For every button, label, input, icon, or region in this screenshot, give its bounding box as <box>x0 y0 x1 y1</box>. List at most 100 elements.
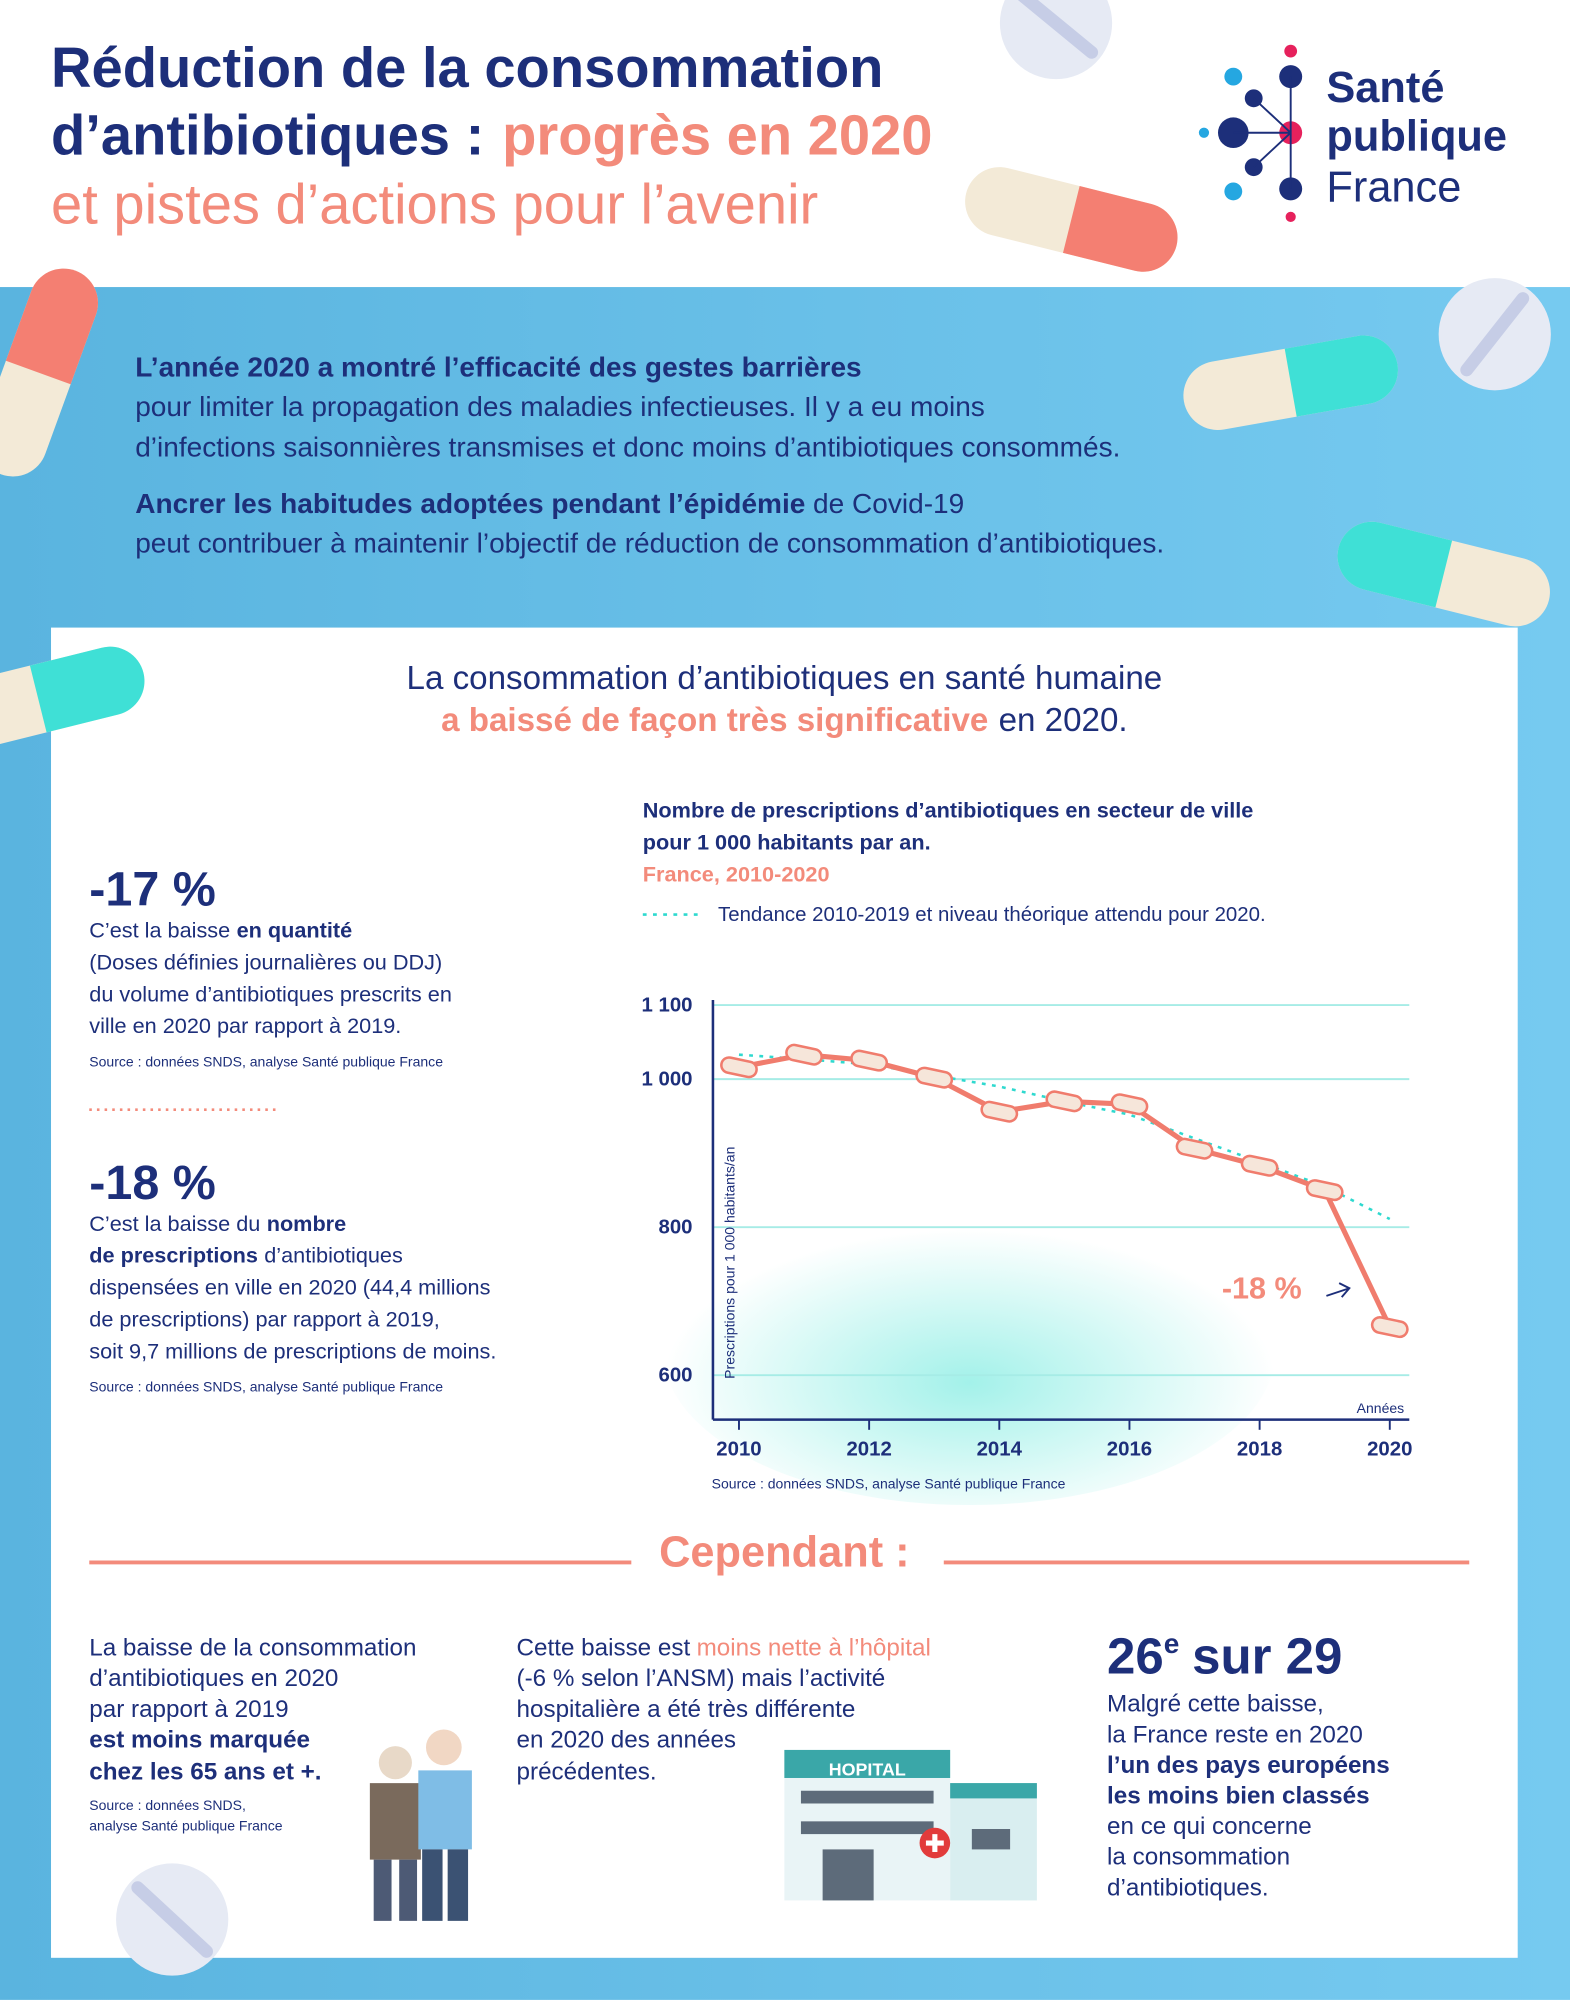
x-tick-label: 2010 <box>716 1438 761 1460</box>
hospital-illustration <box>784 1749 1037 1901</box>
x-tick-label: 2020 <box>1367 1438 1412 1460</box>
source: analyse Santé publique France <box>89 1817 282 1833</box>
chart-title: Nombre de prescriptions d’antibiotiques … <box>643 798 1254 823</box>
text-run: HOPITAL <box>829 1759 906 1779</box>
y-tick-label: 600 <box>659 1365 693 1387</box>
y-tick-label: 1 100 <box>642 994 693 1016</box>
text-run: La baisse de la consommation <box>89 1635 416 1662</box>
col-text: la France reste en 2020 <box>1107 1721 1363 1748</box>
col-text: les moins bien classés <box>1107 1782 1370 1809</box>
text-run: Réduction de la consommation <box>51 36 883 99</box>
text-run: de prescriptions <box>89 1243 258 1268</box>
text-run: d’antibiotiques <box>264 1243 403 1268</box>
text-run: l’un des pays européens <box>1107 1752 1390 1779</box>
col-text: est moins marquée <box>89 1726 310 1753</box>
y-tick-label: 800 <box>659 1217 693 1239</box>
col-text: hospitalière a été très différente <box>517 1696 856 1723</box>
text-run: nombre <box>267 1211 346 1236</box>
col-text: d’antibiotiques en 2020 <box>89 1665 338 1692</box>
seniors-illustration <box>369 1729 472 1921</box>
data-point <box>1175 1137 1214 1160</box>
decor <box>0 0 1551 1976</box>
text-run: la France reste en 2020 <box>1107 1721 1363 1748</box>
text-run: sur 29 <box>1192 1627 1342 1684</box>
data-point <box>915 1066 954 1089</box>
intro-text: peut contribuer à maintenir l’objectif d… <box>135 527 1164 558</box>
text-run: de Covid-19 <box>813 488 964 519</box>
text-run: Ancrer les habitudes adoptées pendant l’… <box>135 488 805 519</box>
text-run: Années <box>1357 1400 1405 1416</box>
intro-text: pour limiter la propagation des maladies… <box>135 391 985 422</box>
intro-text: Ancrer les habitudes adoptées pendant l’… <box>135 488 964 519</box>
legend-label: Tendance 2010-2019 et niveau théorique a… <box>718 904 1266 926</box>
text-run: pour 1 000 habitants par an. <box>643 830 931 855</box>
stat-value: -17 % <box>89 863 216 917</box>
intro-text: d’infections saisonnières transmises et … <box>135 432 1120 463</box>
text-run: France <box>1326 164 1461 212</box>
section-title: Cependant : <box>659 1528 910 1576</box>
text-run: Nombre de prescriptions d’antibiotiques … <box>643 798 1254 823</box>
text-run: -18 % <box>89 1156 216 1210</box>
text-run: La consommation d’antibiotiques en santé… <box>407 660 1163 697</box>
annotation: -18 % <box>1222 1271 1302 1305</box>
text-run: en 2020. <box>999 702 1128 739</box>
title: Réduction de la consommation <box>51 36 883 99</box>
text-run: ville en 2020 par rapport à 2019. <box>89 1013 401 1038</box>
text-run: 26 <box>1107 1627 1164 1684</box>
logo-mark <box>1198 44 1303 223</box>
stat-value: -18 % <box>89 1156 216 1210</box>
col-text: (-6 % selon l’ANSM) mais l’activité <box>517 1665 886 1692</box>
text-run: soit 9,7 millions de prescriptions de mo… <box>89 1338 496 1363</box>
col-text: en 2020 des années <box>517 1726 737 1753</box>
text-run: Cette baisse est <box>517 1635 691 1662</box>
data-point <box>1305 1179 1344 1202</box>
text-run: par rapport à 2019 <box>89 1696 288 1723</box>
text-run: L’année 2020 a montré l’efficacité des g… <box>135 351 861 382</box>
x-tick-label: 2016 <box>1107 1438 1152 1460</box>
y-axis-label: Prescriptions pour 1 000 habitants/an <box>722 1147 738 1379</box>
data-point <box>980 1100 1019 1123</box>
text-run: précédentes. <box>517 1758 657 1785</box>
text-run: Malgré cette baisse, <box>1107 1691 1324 1718</box>
chart-subtitle: France, 2010-2020 <box>643 861 830 886</box>
stat-text: de prescriptions) par rapport à 2019, <box>89 1306 440 1331</box>
text-run: analyse Santé publique France <box>89 1817 282 1833</box>
intro-text: L’année 2020 a montré l’efficacité des g… <box>135 351 861 382</box>
data-point <box>785 1043 823 1066</box>
text-run: C’est la baisse <box>89 918 230 943</box>
col-text: chez les 65 ans et +. <box>89 1758 321 1785</box>
data-point <box>850 1049 889 1072</box>
text-run: a baissé de façon très significative <box>441 702 988 739</box>
text-run: -17 % <box>89 863 216 917</box>
text-run: Source : données SNDS, <box>89 1797 246 1813</box>
col-text: par rapport à 2019 <box>89 1696 288 1723</box>
text-run: d’infections saisonnières transmises et … <box>135 432 1120 463</box>
logo-text: Santé <box>1326 64 1444 112</box>
text-run: et pistes d’actions pour l’avenir <box>51 172 818 235</box>
logo-text: France <box>1326 164 1461 212</box>
data-point <box>1370 1316 1409 1339</box>
data-point <box>1240 1154 1279 1177</box>
hospital-sign: HOPITAL <box>829 1759 906 1779</box>
stat-text: dispensées en ville en 2020 (44,4 millio… <box>89 1275 490 1300</box>
text-run: Cependant : <box>659 1528 910 1576</box>
stat-text: (Doses définies journalières ou DDJ) <box>89 949 442 974</box>
data-point <box>1110 1093 1149 1116</box>
rank: 26e sur 29 <box>1107 1627 1342 1684</box>
text-run: e <box>1164 1628 1180 1659</box>
stat-text: du volume d’antibiotiques prescrits en <box>89 981 452 1006</box>
col-text: en ce qui concerne <box>1107 1813 1312 1840</box>
text-run: la consommation <box>1107 1844 1290 1871</box>
col-text: Malgré cette baisse, <box>1107 1691 1324 1718</box>
text-run: de prescriptions) par rapport à 2019, <box>89 1306 440 1331</box>
stat-text: de prescriptions d’antibiotiques <box>89 1243 403 1268</box>
col-text: d’antibiotiques. <box>1107 1874 1269 1901</box>
x-tick-label: 2014 <box>977 1438 1023 1460</box>
col-text: l’un des pays européens <box>1107 1752 1390 1779</box>
source: Source : données SNDS, analyse Santé pub… <box>89 1053 443 1069</box>
chart-glow <box>663 1198 1276 1506</box>
chart-title: pour 1 000 habitants par an. <box>643 830 931 855</box>
text-run: C’est la baisse du <box>89 1211 260 1236</box>
headline: La consommation d’antibiotiques en santé… <box>407 660 1163 697</box>
